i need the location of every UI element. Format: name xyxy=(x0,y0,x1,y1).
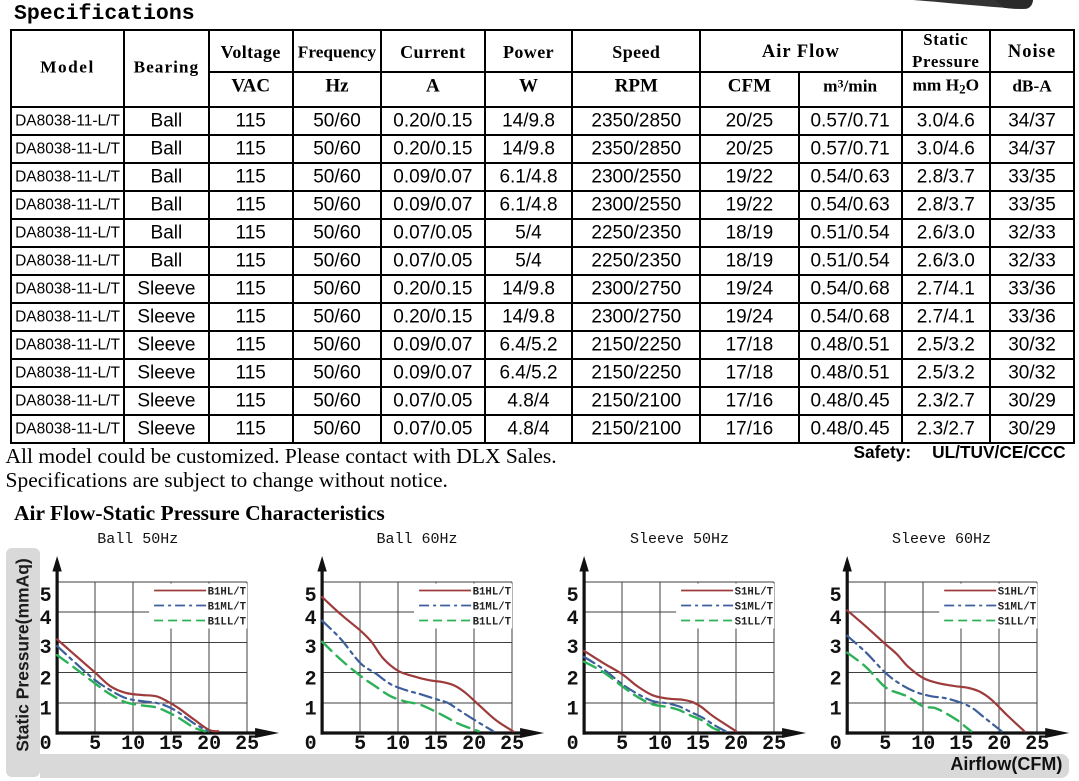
svg-text:5: 5 xyxy=(830,585,842,608)
svg-text:10: 10 xyxy=(911,733,935,756)
svg-text:25: 25 xyxy=(235,733,259,756)
svg-text:4: 4 xyxy=(305,608,317,631)
svg-text:S1HL/T: S1HL/T xyxy=(998,586,1037,598)
svg-text:2: 2 xyxy=(830,668,842,691)
svg-text:5: 5 xyxy=(305,585,317,608)
svg-text:1: 1 xyxy=(40,699,52,722)
svg-text:15: 15 xyxy=(949,733,973,756)
svg-text:B1LL/T: B1LL/T xyxy=(473,616,512,628)
svg-text:10: 10 xyxy=(121,733,145,756)
svg-text:5: 5 xyxy=(89,733,101,756)
svg-text:20: 20 xyxy=(197,733,221,756)
svg-text:1: 1 xyxy=(305,699,317,722)
svg-text:25: 25 xyxy=(762,733,786,756)
svg-text:20: 20 xyxy=(724,733,748,756)
svg-text:3: 3 xyxy=(40,637,52,660)
svg-text:15: 15 xyxy=(159,733,183,756)
svg-text:S1LL/T: S1LL/T xyxy=(998,616,1037,628)
svg-text:0: 0 xyxy=(305,733,317,756)
svg-text:S1ML/T: S1ML/T xyxy=(998,601,1037,613)
svg-text:4: 4 xyxy=(830,608,842,631)
svg-text:5: 5 xyxy=(40,585,52,608)
svg-text:25: 25 xyxy=(1025,733,1049,756)
svg-text:0: 0 xyxy=(40,733,52,756)
svg-text:10: 10 xyxy=(648,733,672,756)
svg-text:1: 1 xyxy=(830,699,842,722)
svg-text:3: 3 xyxy=(567,637,579,660)
svg-text:15: 15 xyxy=(424,733,448,756)
svg-text:0: 0 xyxy=(830,733,842,756)
svg-text:0: 0 xyxy=(567,733,579,756)
svg-text:3: 3 xyxy=(305,637,317,660)
svg-text:S1LL/T: S1LL/T xyxy=(735,616,774,628)
svg-text:S1ML/T: S1ML/T xyxy=(735,601,774,613)
svg-text:B1HL/T: B1HL/T xyxy=(208,586,247,598)
svg-text:4: 4 xyxy=(40,608,52,631)
svg-text:B1LL/T: B1LL/T xyxy=(208,616,247,628)
svg-text:25: 25 xyxy=(500,733,524,756)
svg-text:B1HL/T: B1HL/T xyxy=(473,586,512,598)
svg-text:2: 2 xyxy=(40,668,52,691)
svg-text:15: 15 xyxy=(686,733,710,756)
svg-text:3: 3 xyxy=(830,637,842,660)
svg-text:4: 4 xyxy=(567,608,579,631)
svg-text:2: 2 xyxy=(305,668,317,691)
svg-text:5: 5 xyxy=(616,733,628,756)
svg-text:B1ML/T: B1ML/T xyxy=(473,601,512,613)
svg-text:5: 5 xyxy=(879,733,891,756)
svg-text:20: 20 xyxy=(462,733,486,756)
svg-text:2: 2 xyxy=(567,668,579,691)
svg-text:5: 5 xyxy=(354,733,366,756)
svg-text:S1HL/T: S1HL/T xyxy=(735,586,774,598)
svg-text:20: 20 xyxy=(987,733,1011,756)
svg-text:10: 10 xyxy=(386,733,410,756)
svg-text:5: 5 xyxy=(567,585,579,608)
svg-text:1: 1 xyxy=(567,699,579,722)
svg-text:B1ML/T: B1ML/T xyxy=(208,601,247,613)
